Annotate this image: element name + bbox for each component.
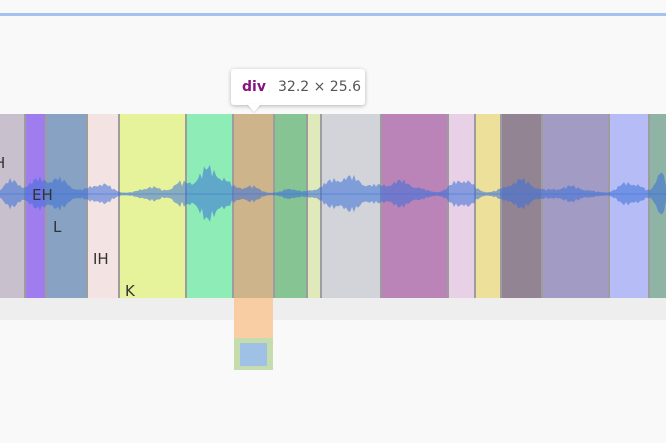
tooltip-dimensions: 32.2 × 25.6: [278, 79, 361, 95]
phoneme-segment[interactable]: [382, 114, 447, 298]
phoneme-segment[interactable]: [0, 114, 24, 298]
phoneme-label: IH: [93, 250, 109, 268]
segment-boundary[interactable]: [118, 114, 120, 298]
segment-boundary[interactable]: [608, 114, 610, 298]
phoneme-segment[interactable]: [449, 114, 474, 298]
segment-boundary[interactable]: [185, 114, 187, 298]
segment-boundary[interactable]: [648, 114, 650, 298]
phoneme-track[interactable]: H EH L IH K: [0, 114, 666, 298]
tooltip-arrow: [247, 104, 261, 112]
phoneme-segment[interactable]: [543, 114, 608, 298]
segment-boundary[interactable]: [474, 114, 476, 298]
phoneme-segment[interactable]: [610, 114, 648, 298]
segment-boundary[interactable]: [273, 114, 275, 298]
phoneme-label: H: [0, 154, 5, 172]
segment-boundary[interactable]: [232, 114, 234, 298]
phoneme-segment[interactable]: [234, 114, 273, 298]
phoneme-label: K: [125, 282, 135, 298]
inspector-margin-overlay: [234, 298, 273, 338]
inspector-content-overlay: [240, 343, 267, 366]
tooltip-tag-name: div: [242, 79, 266, 95]
segment-boundary[interactable]: [380, 114, 382, 298]
segment-boundary[interactable]: [320, 114, 322, 298]
element-inspector-tooltip: div 32.2 × 25.6: [231, 69, 365, 105]
phoneme-segment[interactable]: [88, 114, 118, 298]
segment-boundary[interactable]: [500, 114, 502, 298]
timeline-ruler: [0, 298, 666, 320]
segment-boundary[interactable]: [306, 114, 308, 298]
phoneme-label: EH: [32, 186, 53, 204]
phoneme-segment[interactable]: [476, 114, 500, 298]
segment-boundary[interactable]: [447, 114, 449, 298]
segment-boundary[interactable]: [541, 114, 543, 298]
top-divider: [0, 13, 666, 16]
segment-boundary[interactable]: [24, 114, 26, 298]
phoneme-segment[interactable]: [120, 114, 185, 298]
segment-boundary[interactable]: [86, 114, 88, 298]
phoneme-segment[interactable]: [308, 114, 320, 298]
audio-waveform: [0, 164, 666, 222]
phoneme-label: L: [53, 218, 62, 236]
phoneme-segment[interactable]: [275, 114, 306, 298]
waveform-path: [0, 164, 666, 222]
